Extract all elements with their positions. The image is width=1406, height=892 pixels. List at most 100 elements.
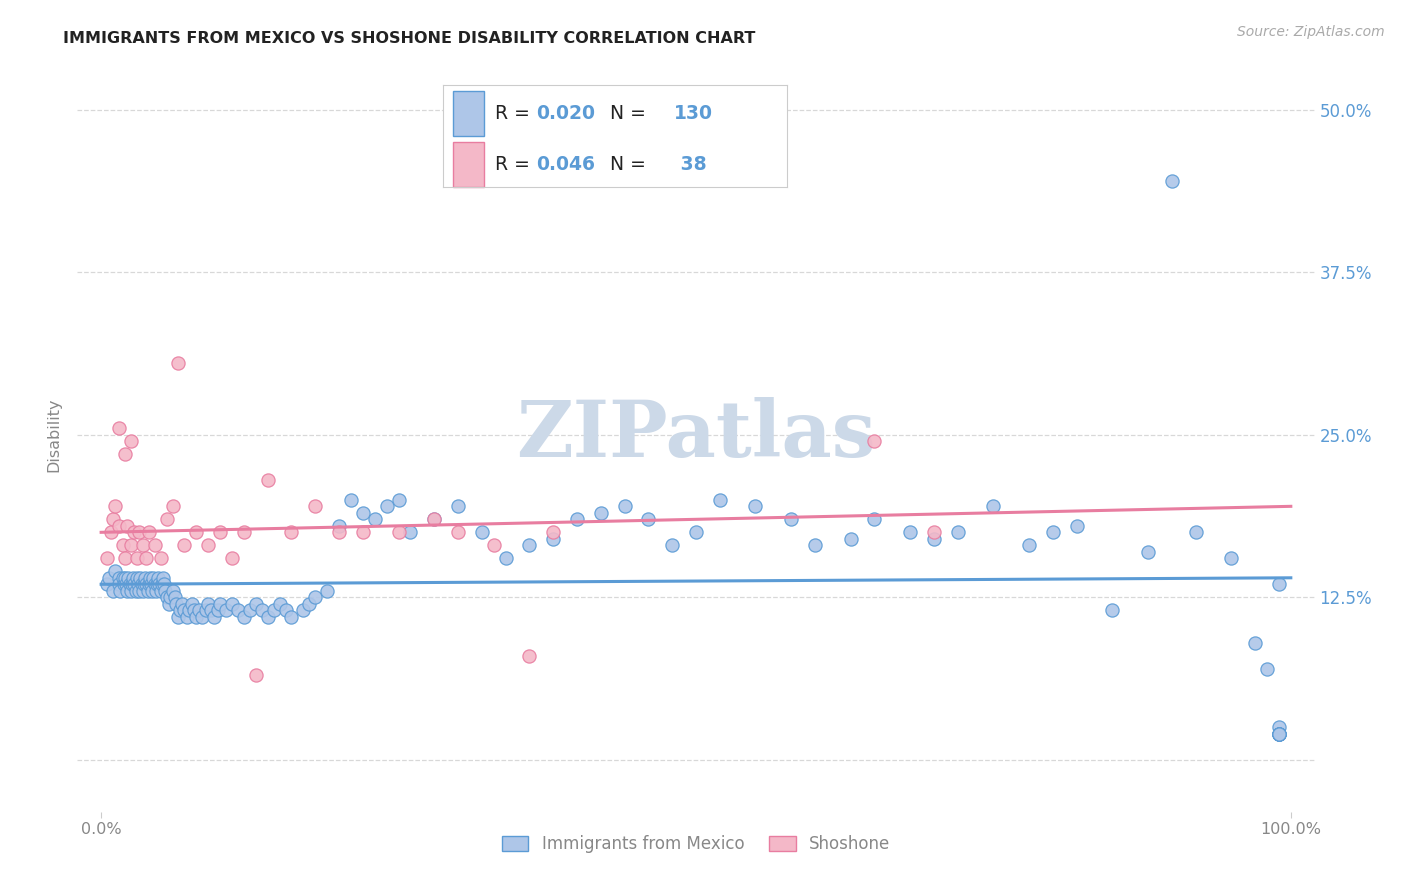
Point [169, 603, 191, 617]
Point [155, 512, 177, 526]
Point [1256, 662, 1278, 676]
Point [589, 506, 612, 520]
Point [180, 597, 202, 611]
Point [541, 532, 564, 546]
Point [1268, 720, 1291, 734]
Point [709, 492, 731, 507]
Bar [453, 142, 484, 187]
Point [387, 525, 409, 540]
Point [132, 583, 155, 598]
Bar [453, 91, 484, 136]
Point [207, 603, 229, 617]
Point [328, 525, 350, 540]
Point [96, 551, 118, 566]
Text: 0.046: 0.046 [536, 155, 595, 174]
Point [471, 525, 494, 540]
Point [922, 525, 945, 540]
Text: R =: R = [495, 155, 536, 174]
Point [167, 356, 190, 370]
Point [138, 577, 160, 591]
Point [1268, 727, 1291, 741]
Point [139, 577, 162, 591]
Point [1101, 603, 1123, 617]
Point [167, 609, 190, 624]
Point [274, 603, 297, 617]
Point [138, 525, 160, 540]
Point [128, 525, 150, 540]
Point [131, 577, 153, 591]
Point [263, 603, 285, 617]
Point [120, 434, 142, 449]
Point [250, 603, 273, 617]
Point [108, 518, 131, 533]
Point [153, 577, 176, 591]
Point [143, 577, 166, 591]
Point [173, 603, 195, 617]
Point [804, 538, 827, 552]
Point [115, 577, 138, 591]
Point [256, 609, 278, 624]
Point [922, 532, 945, 546]
Point [780, 512, 803, 526]
Point [1137, 545, 1160, 559]
Text: 130: 130 [673, 104, 713, 123]
Y-axis label: Disability: Disability [46, 398, 62, 472]
Text: 0.020: 0.020 [536, 104, 595, 123]
Point [108, 571, 131, 585]
Point [152, 571, 174, 585]
Point [117, 583, 139, 598]
Point [191, 609, 214, 624]
Point [328, 518, 350, 533]
Point [157, 597, 180, 611]
Point [239, 603, 262, 617]
Point [245, 668, 267, 682]
Point [423, 512, 446, 526]
Point [155, 591, 177, 605]
Point [100, 525, 122, 540]
Point [298, 597, 321, 611]
Point [173, 538, 195, 552]
Point [124, 583, 146, 598]
Point [1160, 174, 1182, 188]
Legend: Immigrants from Mexico, Shoshone: Immigrants from Mexico, Shoshone [495, 829, 897, 860]
Point [111, 538, 134, 552]
Point [209, 525, 232, 540]
Point [423, 512, 446, 526]
Point [839, 532, 862, 546]
Point [112, 577, 135, 591]
Point [141, 583, 163, 598]
Point [120, 583, 142, 598]
Point [447, 500, 470, 514]
Point [200, 603, 222, 617]
Point [202, 609, 225, 624]
Text: N =: N = [598, 104, 652, 123]
Point [165, 597, 187, 611]
Point [125, 571, 148, 585]
Point [148, 571, 170, 585]
Point [447, 525, 470, 540]
Point [375, 500, 398, 514]
Point [399, 525, 422, 540]
Point [163, 591, 186, 605]
Point [114, 551, 136, 566]
Point [145, 583, 167, 598]
Point [519, 538, 541, 552]
Point [121, 577, 143, 591]
Point [108, 421, 131, 435]
Point [1268, 577, 1291, 591]
Point [114, 447, 136, 461]
Point [863, 512, 886, 526]
Point [101, 583, 124, 598]
Point [1018, 538, 1040, 552]
Point [637, 512, 659, 526]
Point [221, 551, 243, 566]
Point [685, 525, 707, 540]
Point [111, 571, 134, 585]
Point [101, 512, 124, 526]
Text: ZIPatlas: ZIPatlas [516, 397, 876, 473]
Point [304, 591, 326, 605]
Point [256, 473, 278, 487]
Point [148, 577, 170, 591]
Text: N =: N = [598, 155, 652, 174]
Point [1184, 525, 1206, 540]
